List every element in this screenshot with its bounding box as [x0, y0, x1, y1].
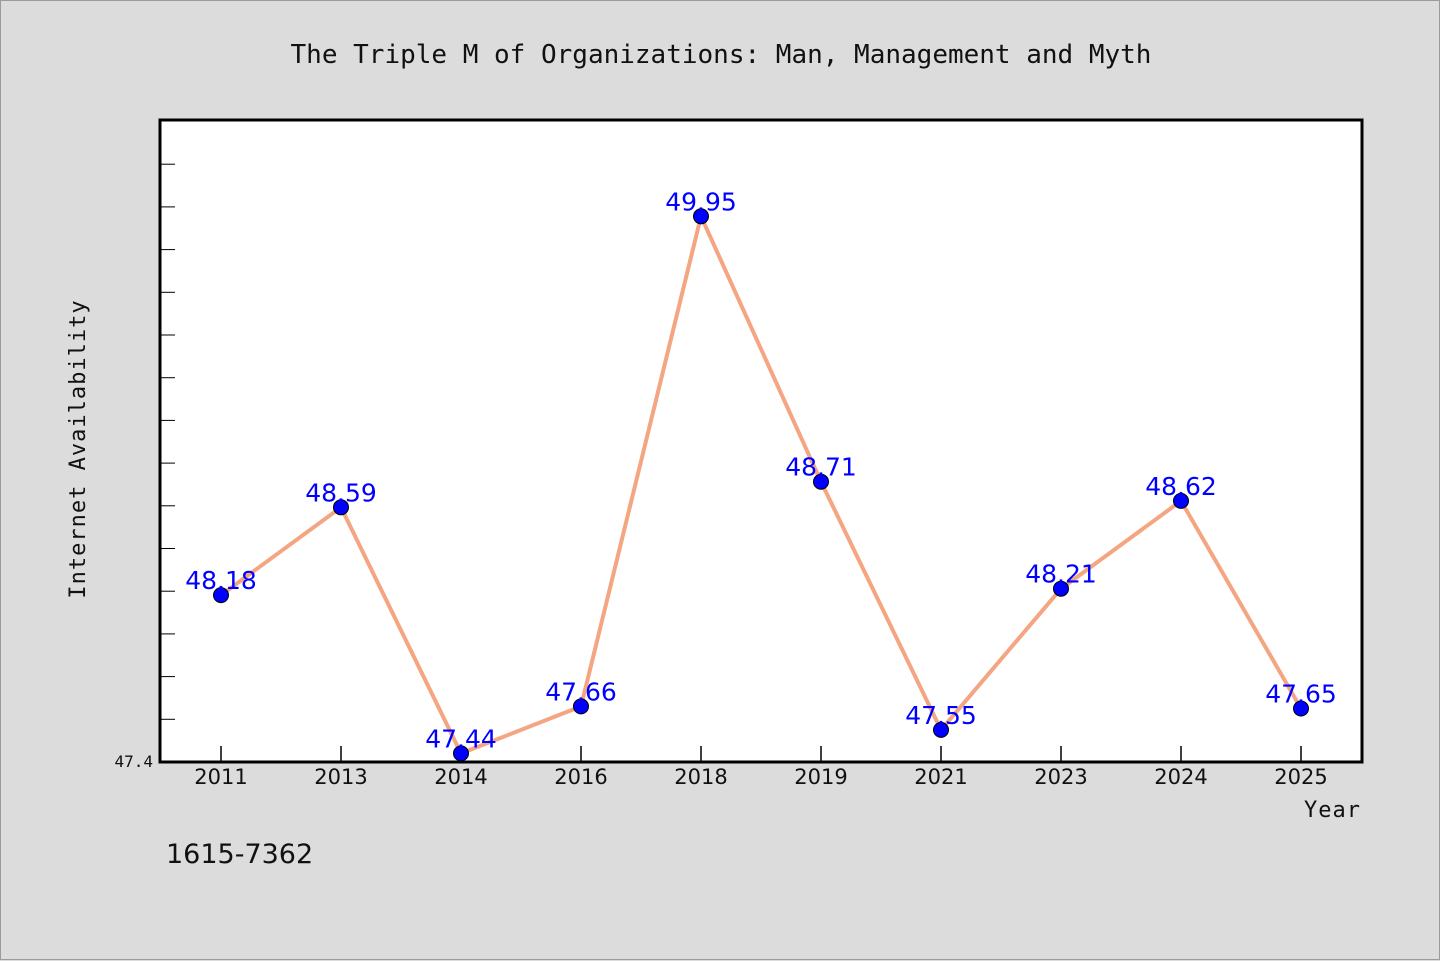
data-label: 47.66: [545, 677, 617, 706]
x-tick-label: 2024: [1154, 765, 1207, 789]
series-line-group: [219, 214, 1303, 756]
data-point: [573, 698, 589, 715]
x-tick-label: 2019: [794, 765, 847, 789]
footer-code: 1615-7362: [166, 839, 313, 870]
x-tick-label: 2013: [314, 765, 367, 789]
plot-area: [160, 120, 1362, 762]
x-tick-label: 2011: [194, 765, 247, 789]
y-axis-label: Internet Availability: [66, 299, 91, 598]
data-label: 48.59: [305, 478, 377, 507]
plot-frame: [158, 118, 1364, 764]
data-point: [213, 587, 229, 604]
y-axis-ticks: [160, 163, 175, 720]
data-label: 47.55: [905, 701, 977, 730]
data-point: [693, 208, 709, 225]
x-tick-label: 2018: [674, 765, 727, 789]
data-point: [333, 499, 349, 516]
x-tick-label: 2014: [434, 765, 487, 789]
series-line: [219, 214, 1303, 756]
data-point: [933, 721, 949, 738]
x-tick-label: 2025: [1274, 765, 1327, 789]
x-tick-label: 2016: [554, 765, 607, 789]
data-label: 48.62: [1145, 472, 1217, 501]
y-tick-label-min: 47.4: [114, 752, 153, 771]
data-label: 47.44: [425, 724, 497, 753]
x-axis-ticks: 2011 2013 2014 2016 2018 2019 2021 2023 2024 2025: [194, 746, 1328, 789]
x-tick-label: 2023: [1034, 765, 1087, 789]
data-points: [213, 208, 1309, 762]
chart-title: The Triple M of Organizations: Man, Mana…: [291, 40, 1152, 70]
data-label: 48.71: [785, 453, 857, 482]
data-point: [1173, 492, 1189, 509]
data-label: 47.65: [1265, 680, 1337, 709]
data-label: 48.21: [1025, 560, 1097, 589]
data-point: [813, 473, 829, 490]
data-point: [1293, 700, 1309, 717]
data-label: 49.95: [665, 187, 737, 216]
x-axis-label: Year: [1304, 798, 1361, 823]
data-labels: 48.18 48.59 47.44 47.66 49.95 48.71 47.55 48.21…: [185, 187, 1337, 753]
data-point: [1053, 580, 1069, 597]
x-tick-label: 2021: [914, 765, 967, 789]
data-label: 48.18: [185, 566, 257, 595]
